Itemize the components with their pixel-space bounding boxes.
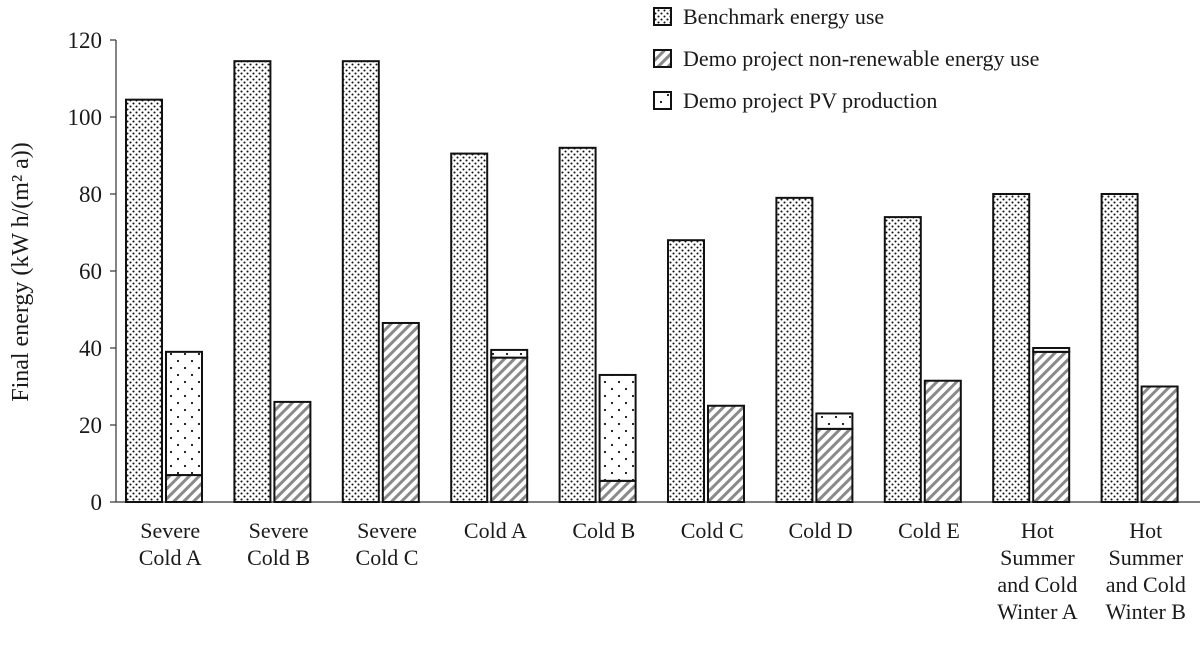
legend-label: Benchmark energy use	[683, 4, 884, 29]
bar-benchmark	[883, 216, 922, 503]
x-tick-label: Cold A	[464, 518, 527, 543]
bar-non-renewable	[598, 479, 637, 504]
x-tick-label: Hot Summer and Cold Winter A	[997, 518, 1077, 624]
y-tick-label: 120	[68, 28, 103, 53]
x-tick-label: Hot Summer and Cold Winter B	[1106, 518, 1186, 624]
legend-label: Demo project non-renewable energy use	[683, 46, 1039, 71]
bar-benchmark	[125, 98, 163, 504]
x-tick-label: Cold E	[898, 518, 960, 543]
bar-benchmark	[1100, 193, 1139, 503]
x-tick-label: Severe Cold A	[139, 518, 202, 570]
legend-swatch	[653, 49, 672, 68]
bar-non-renewable	[381, 321, 420, 503]
x-tick-label: Cold B	[572, 518, 635, 543]
y-tick-label: 80	[79, 182, 102, 207]
legend-swatch	[653, 91, 672, 110]
x-tick-label: Severe Cold B	[247, 518, 310, 570]
bar-pv-production	[598, 373, 637, 482]
y-tick-label: 0	[91, 490, 103, 515]
x-tick-label: Severe Cold C	[356, 518, 419, 570]
bar-pv-production	[815, 412, 854, 430]
bar-non-renewable	[273, 400, 312, 503]
bar-benchmark	[667, 239, 705, 503]
bar-pv-production	[165, 350, 203, 477]
bar-benchmark	[341, 60, 380, 504]
bar-pv-production	[1032, 347, 1071, 353]
legend: Benchmark energy use Demo project non-ren…	[653, 4, 1039, 113]
bar-pv-production	[490, 348, 529, 359]
bar-non-renewable	[1032, 350, 1071, 503]
axes: 0 20 40 60 80 100 120 Severe Cold A Severe Cold B S…	[68, 28, 1200, 624]
legend-swatch	[653, 7, 672, 26]
bar-non-renewable	[165, 474, 203, 503]
y-tick-label: 100	[68, 105, 103, 130]
y-axis-label: Final energy (kW h/(m² a))	[8, 142, 34, 402]
bar-benchmark	[558, 146, 597, 504]
bar-benchmark	[775, 196, 814, 503]
bar-benchmark	[450, 152, 489, 503]
bar-benchmark	[233, 60, 272, 504]
bar-non-renewable	[923, 379, 962, 504]
bar-benchmark	[992, 193, 1031, 503]
y-tick-label: 40	[79, 336, 102, 361]
bar-non-renewable	[815, 427, 854, 504]
bar-non-renewable	[490, 356, 529, 503]
y-tick-label: 60	[79, 259, 102, 284]
bar-non-renewable	[1140, 385, 1179, 503]
bars	[125, 60, 1179, 504]
x-tick-label: Cold D	[789, 518, 853, 543]
x-tick-label: Cold C	[681, 518, 744, 543]
y-tick-label: 20	[79, 413, 102, 438]
legend-label: Demo project PV production	[683, 88, 937, 113]
bar-non-renewable	[707, 404, 745, 503]
